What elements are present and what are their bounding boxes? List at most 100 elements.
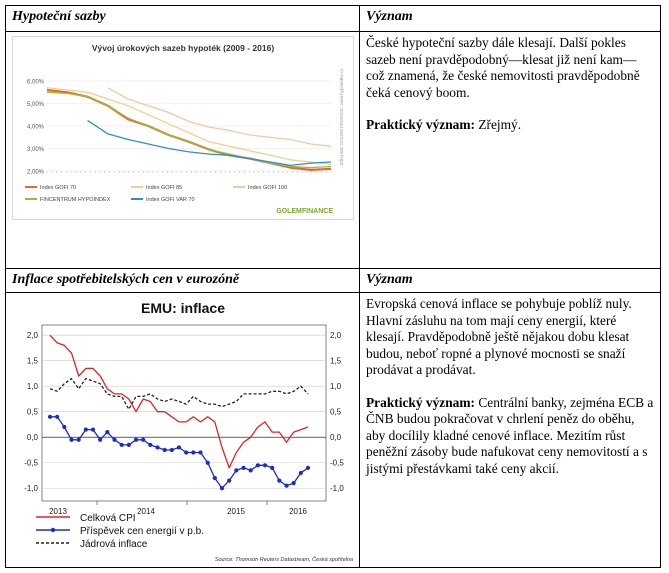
y-tick-label-right: 1,5 <box>330 357 342 366</box>
golem-finance-logo: GOLEMFINANCE <box>276 208 333 215</box>
row-divider <box>6 268 660 269</box>
data-point <box>90 427 96 432</box>
chart-source: Source: Thomson Reuters Datastream, Česk… <box>215 556 353 563</box>
meaning-header: Význam <box>366 9 413 24</box>
data-point <box>126 442 131 447</box>
data-point <box>55 414 60 419</box>
series-line <box>46 91 332 169</box>
data-point <box>169 447 174 453</box>
y-tick-label-right: 2,0 <box>330 331 342 340</box>
data-point <box>69 437 74 442</box>
legend-label: Příspěvek cen energií v p.b. <box>80 526 204 537</box>
column-divider <box>359 6 360 567</box>
data-point <box>248 468 253 473</box>
y-tick-label: 3,00% <box>27 147 45 153</box>
x-tick-label: 2015 <box>227 507 245 516</box>
data-point <box>112 437 117 442</box>
emu-inflation-chart: EMU: inflace Source: Thomson Reuters Dat… <box>8 295 358 565</box>
y-tick-label: 6,00% <box>27 80 45 86</box>
data-point <box>255 463 260 468</box>
data-point <box>241 465 246 470</box>
y-tick-label-left: 2,0 <box>27 331 39 340</box>
inflation-meaning-text: Evropská cenová inflace se pohybuje pobl… <box>360 293 660 568</box>
legend-label: Jádrová inflace <box>80 539 148 550</box>
chart-title: Vývoj úrokových sazeb hypoték (2009 - 20… <box>92 43 275 53</box>
mortgage-meaning-text: České hypoteční sazby dále klesají. Dalš… <box>360 32 660 268</box>
data-point <box>270 465 275 470</box>
legend-marker <box>50 527 56 533</box>
data-point <box>184 450 189 455</box>
series-line <box>107 87 332 147</box>
legend-label: Index GOFI 85 <box>146 185 182 191</box>
data-point <box>205 460 210 465</box>
series-line <box>49 377 309 410</box>
data-point <box>62 424 67 430</box>
practical-label: Praktický význam: <box>366 117 475 132</box>
series-line <box>46 87 332 165</box>
legend-label: Celková CPI <box>80 513 136 524</box>
data-point <box>105 430 110 435</box>
y-tick-label-right: -0,5 <box>330 459 344 468</box>
data-point <box>234 468 239 473</box>
data-point <box>291 481 296 486</box>
data-point <box>83 427 88 432</box>
data-point <box>141 437 146 442</box>
data-point <box>191 450 196 455</box>
practical-text-2: Centrální banky, zejména ECB a ČNB budou… <box>366 394 654 476</box>
x-tick-label: 2016 <box>289 507 307 516</box>
legend-label: Index GOFI 70 <box>40 185 76 191</box>
y-tick-label-right: 0,5 <box>330 408 342 417</box>
meaning-header-2: Význam <box>366 272 413 287</box>
y-tick-label-right: 0,0 <box>330 433 342 442</box>
y-tick-label-right: 1,0 <box>330 382 342 391</box>
chart-side-note: Zdroj dat: GOLEM FINANCE, www.hypoindex.… <box>339 68 344 166</box>
data-point <box>148 442 153 447</box>
data-point <box>162 447 167 453</box>
y-tick-label-left: 1,5 <box>27 357 39 366</box>
data-point <box>133 437 139 442</box>
data-point <box>155 445 160 450</box>
data-point <box>262 463 268 468</box>
chart-title: EMU: inflace <box>141 300 225 316</box>
data-point <box>298 470 303 476</box>
mortgage-rates-header: Hypoteční sazby <box>12 9 106 24</box>
legend-label: Index GOFI 100 <box>248 185 287 191</box>
y-tick-label-left: -1,0 <box>24 484 38 493</box>
data-point <box>212 475 217 481</box>
practical-text: Zřejmý. <box>478 117 522 132</box>
content-table: Hypoteční sazby Význam Vývoj úrokových s… <box>5 5 661 568</box>
row-divider <box>6 292 660 293</box>
data-point <box>98 437 103 442</box>
mortgage-paragraph: České hypoteční sazby dále klesají. Dalš… <box>366 35 640 100</box>
y-tick-label: 2,00% <box>27 170 45 176</box>
series-line <box>49 334 309 469</box>
plot-frame <box>41 324 327 502</box>
x-tick-label: 2013 <box>49 507 67 516</box>
data-point <box>119 442 124 447</box>
y-tick-label-right: -1,0 <box>330 484 344 493</box>
y-tick-label-left: 0,5 <box>27 408 39 417</box>
series-line <box>87 119 332 167</box>
x-tick-label: 2014 <box>137 507 155 516</box>
data-point <box>305 465 311 470</box>
data-point <box>47 414 53 419</box>
y-tick-label: 5,00% <box>27 102 45 108</box>
inflation-header: Inflace spotřebitelských cen v eurozóně <box>12 272 240 287</box>
data-point <box>176 445 182 450</box>
y-tick-label-left: 0,0 <box>27 433 39 442</box>
inflation-paragraph: Evropská cenová inflace se pohybuje pobl… <box>366 296 632 377</box>
series-line <box>46 88 332 171</box>
mortgage-rates-svg: Vývoj úrokových sazeb hypoték (2009 - 20… <box>25 43 344 215</box>
data-point <box>277 478 282 483</box>
data-point <box>219 486 225 491</box>
mortgage-rates-chart: Vývoj úrokových sazeb hypoték (2009 - 20… <box>12 36 354 220</box>
y-tick-label-left: -0,5 <box>24 459 38 468</box>
legend-label: Index GOFI VAR 70 <box>146 197 195 203</box>
emu-inflation-svg: EMU: inflace Source: Thomson Reuters Dat… <box>24 300 353 563</box>
data-point <box>284 483 289 488</box>
data-point <box>227 478 232 483</box>
legend-label: FINCENTRUM HYPOINDEX <box>40 197 111 203</box>
y-tick-label: 4,00% <box>27 125 45 131</box>
data-point <box>198 450 203 455</box>
practical-label-2: Praktický význam: <box>366 394 475 410</box>
